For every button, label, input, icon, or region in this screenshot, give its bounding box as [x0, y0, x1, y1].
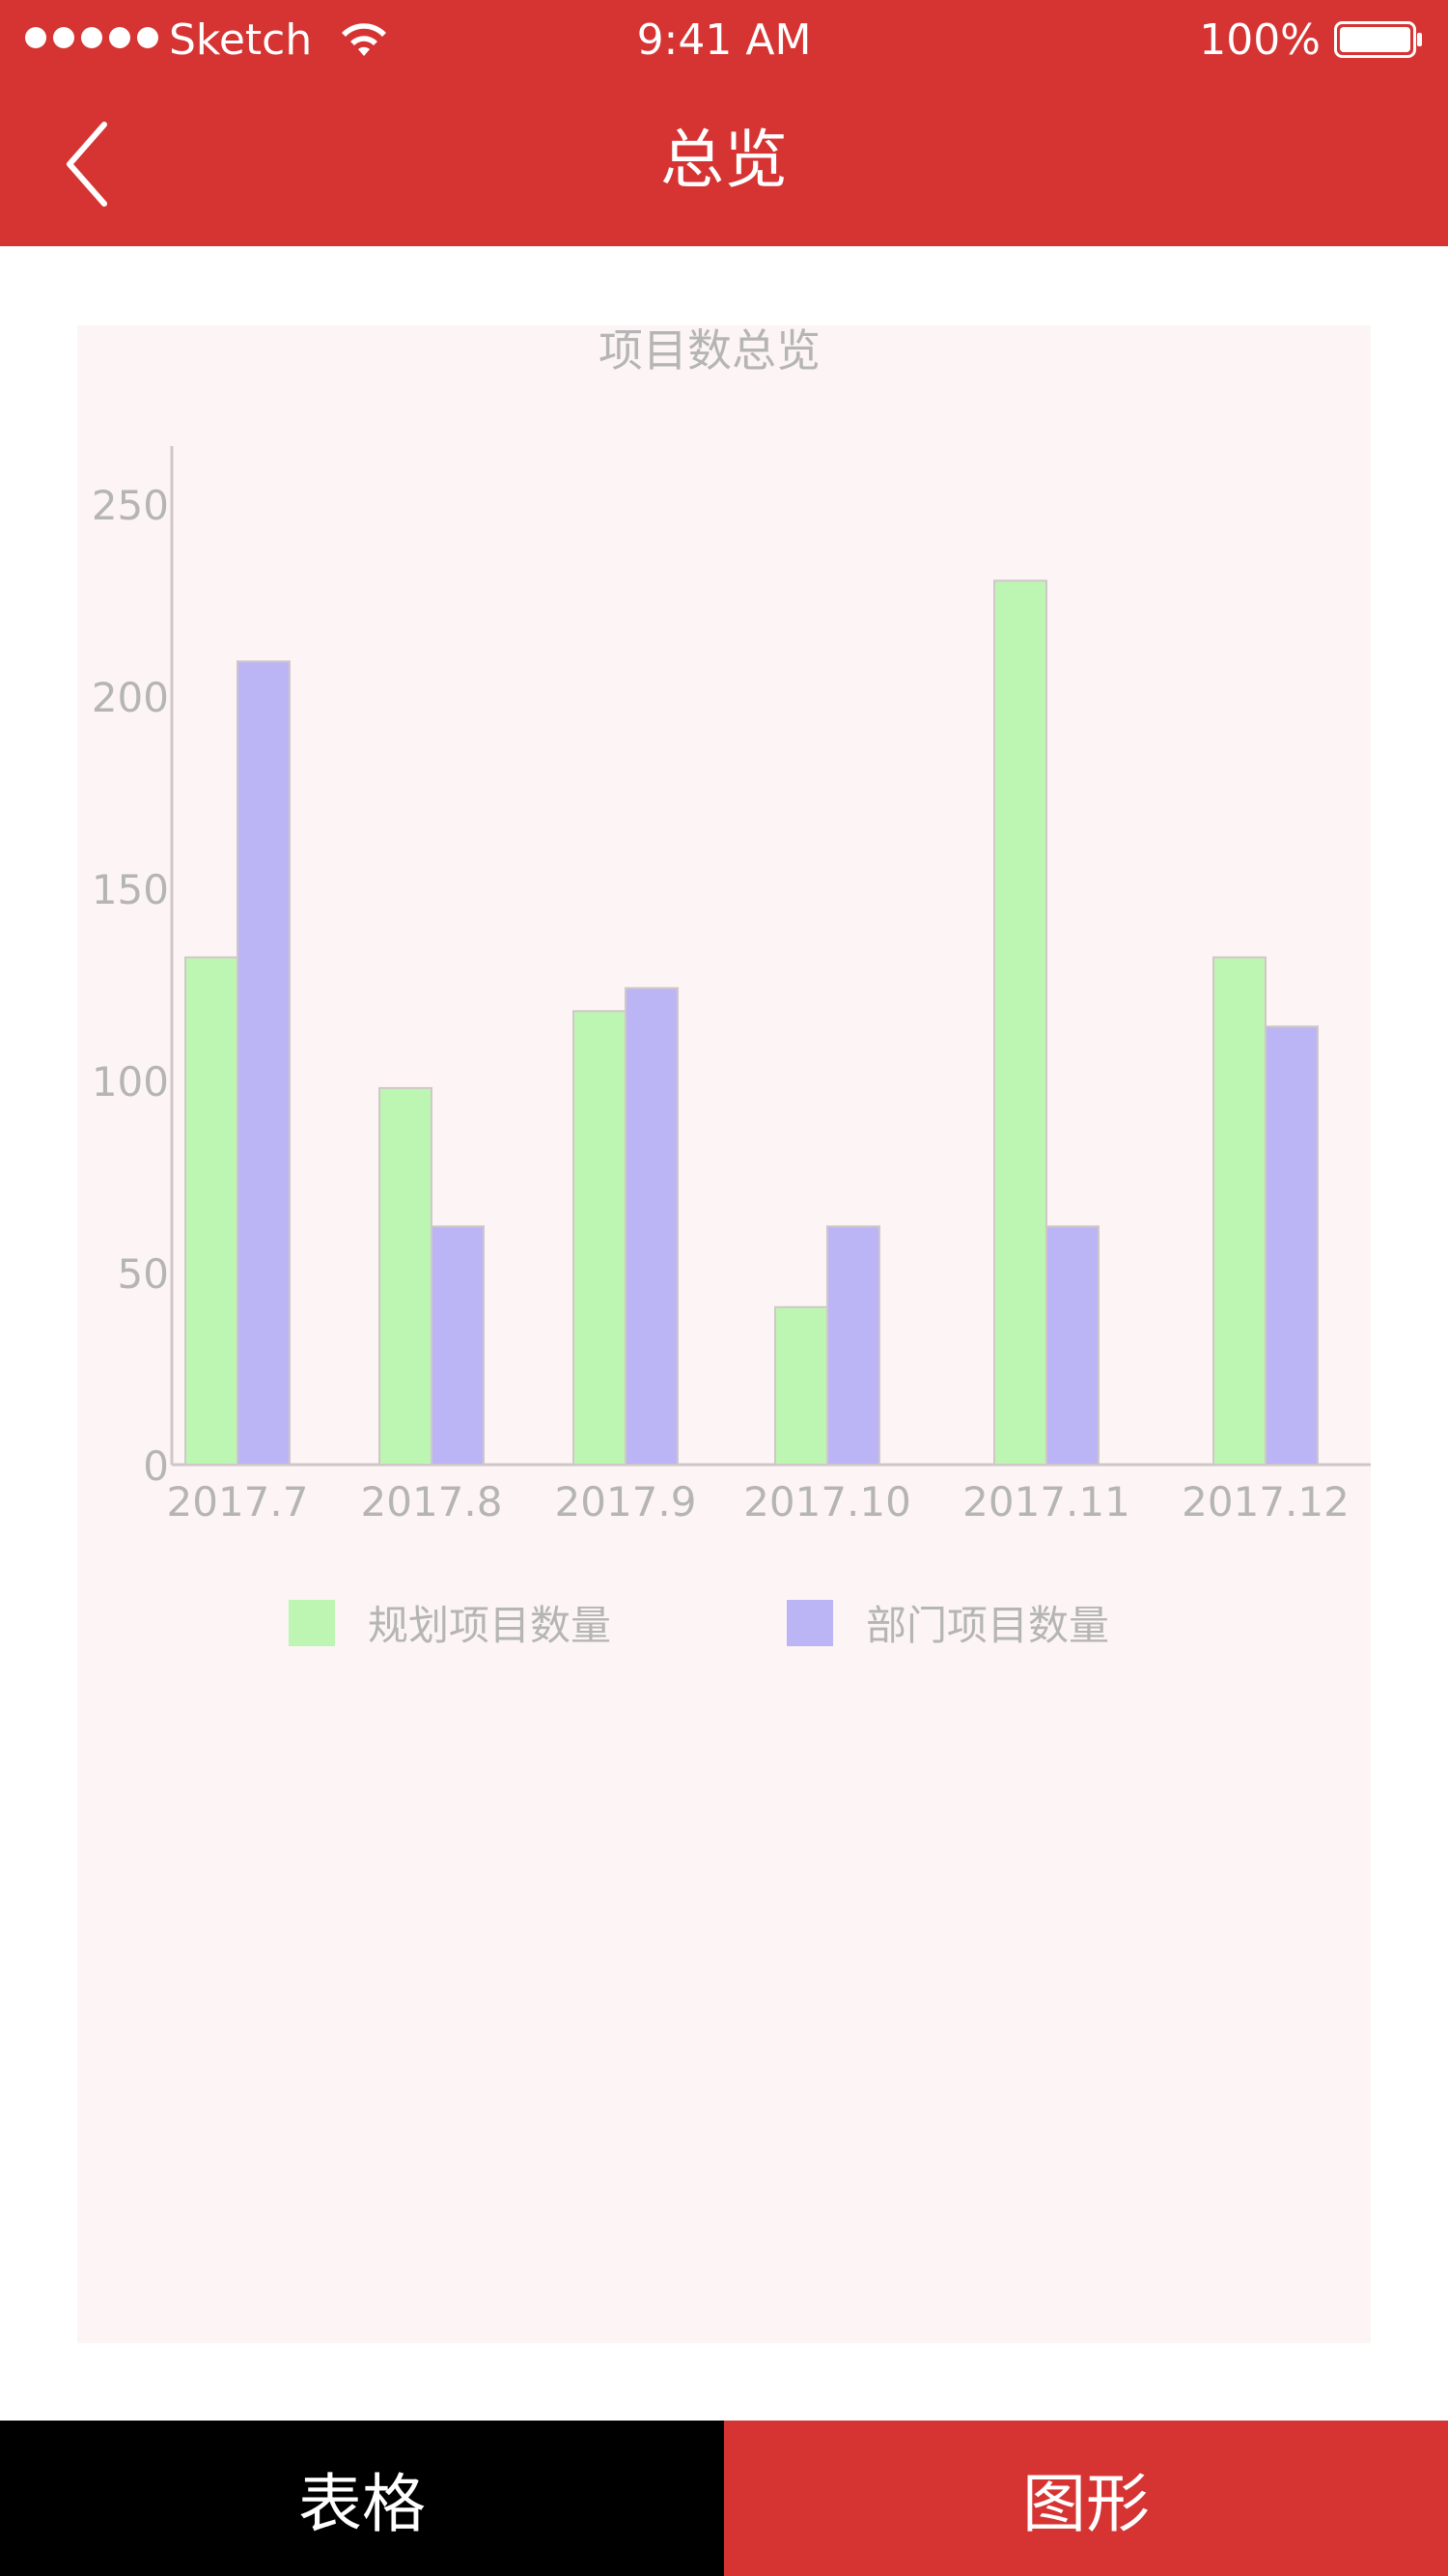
- navigation-bar: 总览: [0, 82, 1448, 246]
- x-tick-label: 2017.7: [167, 1478, 309, 1526]
- y-tick-label: 100: [92, 1058, 169, 1106]
- bar-department: [237, 660, 291, 1466]
- status-bar: Sketch 9:41 AM 100%: [0, 0, 1448, 82]
- legend-swatch: [787, 1600, 833, 1646]
- y-tick-label: 50: [118, 1250, 169, 1298]
- bar-planned: [378, 1086, 432, 1467]
- tab-graph[interactable]: 图形: [724, 2421, 1448, 2576]
- back-button[interactable]: [58, 111, 145, 217]
- x-tick-label: 2017.9: [555, 1478, 697, 1526]
- bar-planned: [572, 1010, 627, 1466]
- legend-label: 部门项目数量: [866, 1602, 1109, 1649]
- x-tick-label: 2017.11: [962, 1478, 1130, 1526]
- bottom-tab-bar: 表格 图形: [0, 2421, 1448, 2576]
- chart-panel: 项目数总览 0 50 100 150 200 250 2017.7 2017.8 2017.9 20…: [77, 325, 1371, 2343]
- y-tick-label: 200: [92, 674, 169, 721]
- legend-swatch: [289, 1600, 335, 1646]
- battery-icon: [1334, 21, 1422, 58]
- app-header: Sketch 9:41 AM 100% 总览: [0, 0, 1448, 246]
- bar-department: [826, 1225, 880, 1467]
- chart-title: 项目数总览: [599, 325, 821, 377]
- chevron-left-icon: [67, 122, 107, 207]
- status-time: 9:41 AM: [636, 15, 812, 65]
- bar-department: [625, 987, 679, 1467]
- bar-chart: 项目数总览 0 50 100 150 200 250 2017.7 2017.8 2017.9 20…: [92, 325, 1371, 1649]
- y-tick-label: 250: [92, 482, 169, 529]
- bar-planned: [1212, 956, 1267, 1466]
- x-tick-label: 2017.10: [743, 1478, 911, 1526]
- bar-department: [1045, 1225, 1100, 1467]
- y-tick-label: 0: [143, 1442, 169, 1490]
- x-tick-label: 2017.12: [1182, 1478, 1350, 1526]
- page-title: 总览: [660, 123, 788, 197]
- carrier-name: Sketch: [169, 15, 313, 65]
- bar-department: [1265, 1025, 1319, 1466]
- bar-planned: [184, 956, 238, 1466]
- bar-planned: [993, 579, 1047, 1466]
- y-tick-label: 150: [92, 866, 169, 913]
- signal-strength-icon: [25, 27, 158, 52]
- bar-department: [431, 1225, 485, 1467]
- x-tick-label: 2017.8: [361, 1478, 503, 1526]
- tab-table[interactable]: 表格: [0, 2421, 724, 2576]
- legend-label: 规划项目数量: [368, 1602, 611, 1649]
- bar-planned: [774, 1305, 828, 1466]
- wifi-icon: [342, 23, 386, 56]
- battery-percentage: 100%: [1199, 15, 1321, 65]
